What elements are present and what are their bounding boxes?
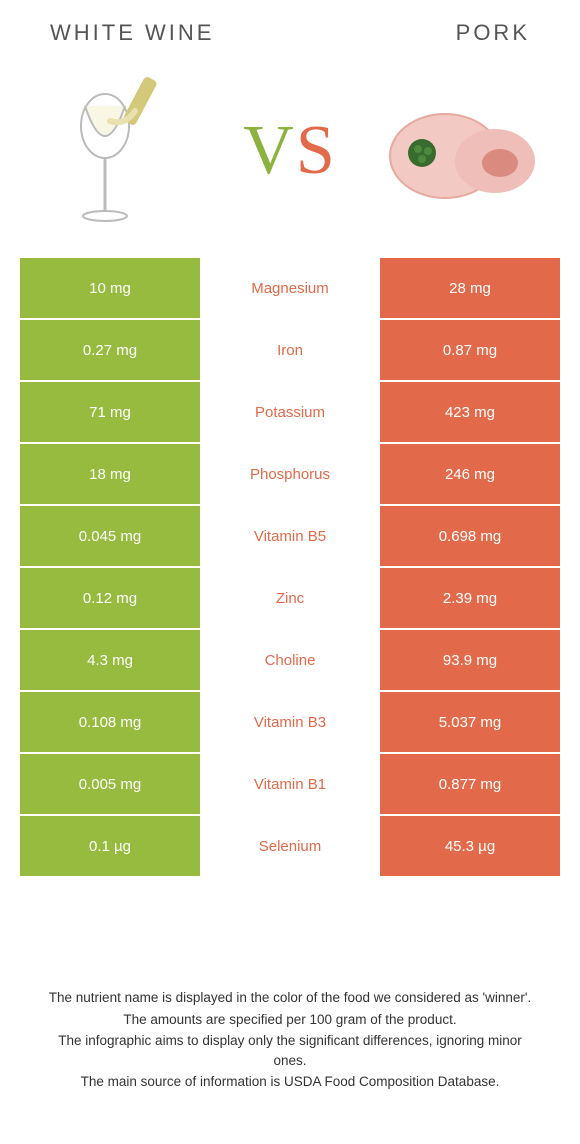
table-row: 0.1 µgSelenium45.3 µg <box>20 814 560 876</box>
nutrient-label-cell: Vitamin B1 <box>200 754 380 814</box>
nutrient-label-cell: Choline <box>200 630 380 690</box>
right-value-cell: 93.9 mg <box>380 630 560 690</box>
table-row: 0.108 mgVitamin B35.037 mg <box>20 690 560 752</box>
footer-line-2: The amounts are specified per 100 gram o… <box>40 1010 540 1030</box>
vs-v: V <box>243 112 296 189</box>
nutrient-label-cell: Zinc <box>200 568 380 628</box>
footer-notes: The nutrient name is displayed in the co… <box>0 988 580 1094</box>
left-food-title: WHITE WINE <box>50 20 214 46</box>
left-value-cell: 71 mg <box>20 382 200 442</box>
vs-s: S <box>296 112 337 189</box>
wine-glass-image <box>30 66 200 236</box>
vs-label: VS <box>243 111 337 191</box>
right-food-title: PORK <box>456 20 530 46</box>
right-value-cell: 246 mg <box>380 444 560 504</box>
pork-image <box>380 66 550 236</box>
vs-images-row: VS <box>0 56 580 256</box>
left-value-cell: 0.1 µg <box>20 816 200 876</box>
left-value-cell: 0.108 mg <box>20 692 200 752</box>
right-value-cell: 2.39 mg <box>380 568 560 628</box>
table-row: 0.045 mgVitamin B50.698 mg <box>20 504 560 566</box>
right-value-cell: 0.87 mg <box>380 320 560 380</box>
left-value-cell: 18 mg <box>20 444 200 504</box>
nutrient-label-cell: Iron <box>200 320 380 380</box>
right-value-cell: 0.877 mg <box>380 754 560 814</box>
footer-line-1: The nutrient name is displayed in the co… <box>40 988 540 1008</box>
nutrient-label-cell: Vitamin B5 <box>200 506 380 566</box>
nutrient-label-cell: Phosphorus <box>200 444 380 504</box>
table-row: 0.27 mgIron0.87 mg <box>20 318 560 380</box>
table-row: 71 mgPotassium423 mg <box>20 380 560 442</box>
footer-line-4: The main source of information is USDA F… <box>40 1072 540 1092</box>
left-value-cell: 0.005 mg <box>20 754 200 814</box>
left-value-cell: 10 mg <box>20 258 200 318</box>
left-value-cell: 0.045 mg <box>20 506 200 566</box>
nutrient-label-cell: Vitamin B3 <box>200 692 380 752</box>
left-value-cell: 0.12 mg <box>20 568 200 628</box>
header: WHITE WINE PORK <box>0 0 580 56</box>
nutrient-label-cell: Selenium <box>200 816 380 876</box>
footer-line-3: The infographic aims to display only the… <box>40 1031 540 1070</box>
left-value-cell: 0.27 mg <box>20 320 200 380</box>
table-row: 0.005 mgVitamin B10.877 mg <box>20 752 560 814</box>
right-value-cell: 5.037 mg <box>380 692 560 752</box>
nutrient-comparison-table: 10 mgMagnesium28 mg0.27 mgIron0.87 mg71 … <box>20 256 560 876</box>
nutrient-label-cell: Magnesium <box>200 258 380 318</box>
table-row: 4.3 mgCholine93.9 mg <box>20 628 560 690</box>
nutrient-label-cell: Potassium <box>200 382 380 442</box>
table-row: 0.12 mgZinc2.39 mg <box>20 566 560 628</box>
right-value-cell: 423 mg <box>380 382 560 442</box>
right-value-cell: 45.3 µg <box>380 816 560 876</box>
right-value-cell: 0.698 mg <box>380 506 560 566</box>
table-row: 18 mgPhosphorus246 mg <box>20 442 560 504</box>
table-row: 10 mgMagnesium28 mg <box>20 256 560 318</box>
right-value-cell: 28 mg <box>380 258 560 318</box>
left-value-cell: 4.3 mg <box>20 630 200 690</box>
